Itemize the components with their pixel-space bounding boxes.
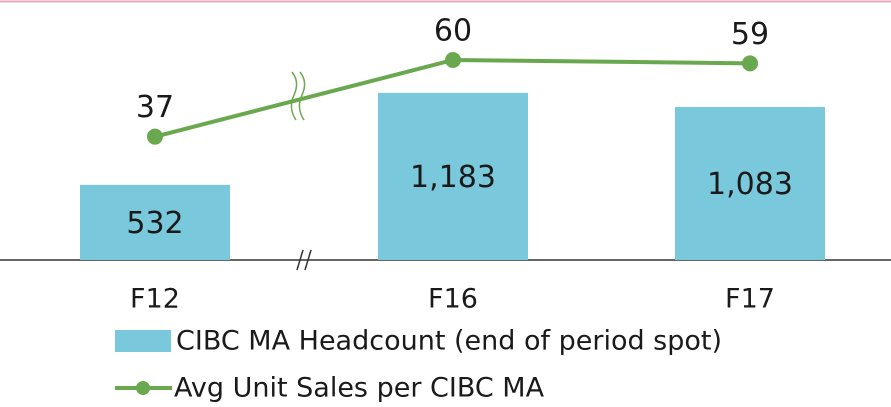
line-point [445,52,461,68]
x-tick-label: F17 [725,284,775,315]
line-point [147,128,163,145]
bar-label: 1,183 [410,160,496,195]
bar [675,106,825,260]
bar-label: 1,083 [707,167,793,202]
point-label: 60 [434,14,472,49]
point-label: 59 [731,17,769,52]
bar [80,184,230,260]
line-break [290,71,306,121]
line-point [742,55,758,72]
legend-label: CIBC MA Headcount (end of period spot) [176,326,722,357]
axis-break [296,249,312,271]
point-label: 37 [136,90,174,125]
x-tick-label: F12 [130,284,180,315]
legend-swatch-marker [136,381,150,395]
x-tick-label: F16 [428,284,478,315]
bar [378,92,528,260]
bar-label: 532 [126,206,183,241]
legend-label: Avg Unit Sales per CIBC MA [174,373,545,404]
legend-swatch [115,330,171,352]
